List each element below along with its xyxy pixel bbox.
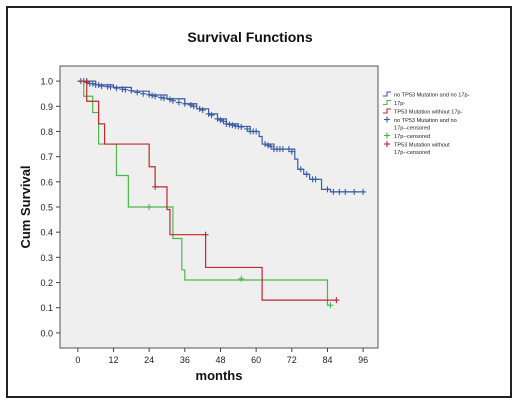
legend-label: 17p--censored <box>394 134 430 140</box>
censor-mark <box>107 83 114 90</box>
censor-mark <box>113 85 120 92</box>
censor-mark <box>205 110 212 117</box>
legend-line-swatch <box>383 108 391 114</box>
censor-mark <box>253 128 260 135</box>
y-tick-label: 0.5 <box>40 203 53 213</box>
y-tick-label: 1.0 <box>40 77 53 87</box>
censor-mark <box>265 142 272 149</box>
y-tick-label: 0.2 <box>40 278 53 288</box>
censor-mark <box>279 146 286 153</box>
x-tick-label: 12 <box>108 355 118 365</box>
censor-mark <box>158 94 165 101</box>
censor-mark <box>229 122 236 129</box>
censor-mark <box>262 141 269 148</box>
legend-item: no TP53 Mutation and no 17p- <box>383 91 470 99</box>
censor-mark <box>161 95 168 102</box>
censor-mark <box>342 188 349 195</box>
series-line-tp53-mutation-without-17p <box>77 80 337 301</box>
censor-mark <box>169 97 176 104</box>
censor-mark <box>190 103 197 110</box>
legend-item: 17p- <box>383 99 405 107</box>
censor-mark <box>122 86 129 93</box>
y-axis-ticks: 0.0 0.1 0.2 0.3 0.4 0.5 0.6 0.7 0.8 0.9 1.0 <box>40 77 60 338</box>
x-tick-label: 48 <box>215 355 225 365</box>
censor-mark <box>360 188 367 195</box>
legend-line-swatch <box>383 99 391 106</box>
legend-label: 17p--censored <box>394 126 430 132</box>
x-tick-label: 36 <box>180 355 190 365</box>
legend-item: 17p--censored <box>384 132 430 140</box>
censor-mark <box>128 87 135 94</box>
censor-mark <box>312 176 319 183</box>
legend-item: TP53 Mutation without 17p- <box>383 108 463 116</box>
plot-area <box>59 65 379 349</box>
censor-mark <box>83 78 90 85</box>
legend-label: no TP53 Mutation and no <box>394 118 457 124</box>
y-tick-label: 0.6 <box>40 177 53 187</box>
censor-mark <box>327 302 334 309</box>
y-tick-label: 0.0 <box>40 328 53 338</box>
censor-mark <box>199 107 206 114</box>
legend: no TP53 Mutation and no 17p- 17p- TP53 Mut… <box>383 91 470 156</box>
censor-mark <box>134 89 141 96</box>
legend-line-swatch <box>383 91 391 97</box>
censor-mark <box>324 186 331 193</box>
censor-mark <box>297 166 304 173</box>
y-tick-label: 0.9 <box>40 102 53 112</box>
censor-mark <box>175 99 182 106</box>
censor-mark <box>330 188 337 195</box>
censor-mark <box>303 171 310 178</box>
censor-mark <box>238 123 245 130</box>
x-tick-label: 84 <box>322 355 332 365</box>
legend-label: TP53 Mutation without <box>394 143 450 149</box>
legend-label: no TP53 Mutation and no 17p- <box>394 93 470 99</box>
censor-mark <box>98 83 105 90</box>
censor-mark <box>208 112 215 119</box>
censor-mark <box>288 148 295 155</box>
x-axis-label: months <box>196 368 243 383</box>
x-axis-ticks: 0 12 24 36 48 60 72 84 96 <box>75 348 368 365</box>
y-tick-label: 0.8 <box>40 127 53 137</box>
chart-title: Survival Functions <box>187 29 312 45</box>
x-tick-label: 24 <box>144 355 154 365</box>
legend-label: TP53 Mutation without 17p- <box>394 110 463 116</box>
legend-label: 17p--censored <box>394 150 430 156</box>
y-tick-label: 0.4 <box>40 228 53 238</box>
censor-mark <box>95 81 102 88</box>
censor-mark <box>226 121 233 128</box>
x-tick-label: 0 <box>75 355 80 365</box>
censor-mark <box>146 91 153 98</box>
y-tick-label: 0.1 <box>40 303 53 313</box>
censor-mark <box>214 115 221 122</box>
censor-mark <box>333 297 340 304</box>
censor-mark <box>181 100 188 107</box>
series-line-17p <box>77 80 331 306</box>
x-tick-label: 72 <box>287 355 297 365</box>
y-axis-label: Cum Survival <box>18 165 33 248</box>
y-tick-label: 0.7 <box>40 152 53 162</box>
censor-mark <box>187 102 194 109</box>
censor-mark <box>238 275 245 282</box>
censor-mark <box>351 188 358 195</box>
censor-mark <box>152 183 159 190</box>
x-tick-label: 60 <box>251 355 261 365</box>
censor-mark <box>336 188 343 195</box>
legend-label: 17p- <box>394 101 405 107</box>
censor-mark <box>202 231 209 238</box>
censor-mark <box>149 92 156 99</box>
legend-item: no TP53 Mutation and no 17p--censored <box>384 116 457 132</box>
y-tick-label: 0.3 <box>40 253 53 263</box>
censor-mark <box>217 117 224 124</box>
censor-mark <box>146 204 153 210</box>
censor-mark <box>196 105 203 112</box>
censor-mark <box>152 93 159 100</box>
censor-mark <box>140 90 147 97</box>
x-tick-label: 96 <box>358 355 368 365</box>
censor-mark <box>166 96 173 103</box>
series-group <box>77 78 367 309</box>
censor-mark <box>89 80 96 87</box>
